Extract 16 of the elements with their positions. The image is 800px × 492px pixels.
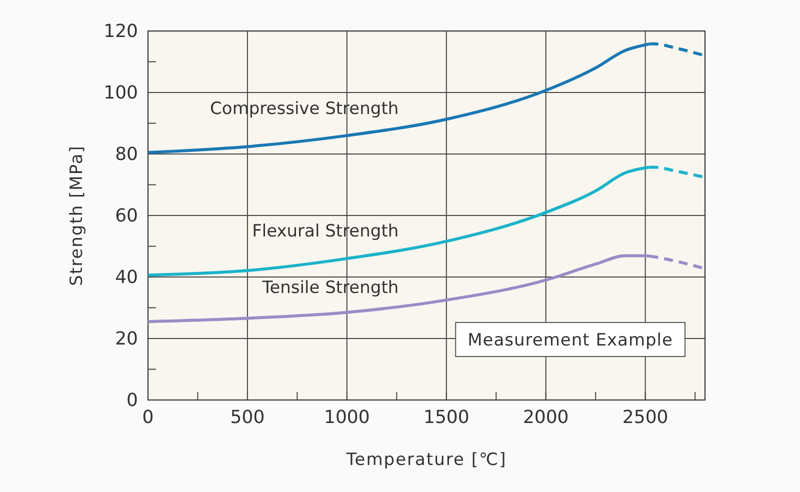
- x-tick-label: 2000: [522, 406, 569, 428]
- x-tick-label: 2500: [622, 406, 668, 428]
- y-tick-label: 20: [115, 328, 138, 350]
- y-tick-label: 100: [104, 82, 138, 104]
- x-tick-label: 500: [230, 406, 265, 428]
- x-tick-label: 0: [142, 406, 154, 428]
- x-tick-label: 1500: [423, 406, 470, 428]
- y-axis-title: Strength [MPa]: [67, 145, 87, 286]
- x-axis-title: Temperature [℃]: [345, 450, 507, 470]
- y-tick-label: 80: [115, 144, 138, 165]
- y-tick-label: 40: [115, 266, 138, 288]
- annotation: Measurement Example: [468, 330, 673, 350]
- y-tick-label: 60: [115, 205, 138, 226]
- x-tick-label: 1000: [324, 406, 370, 428]
- y-tick-label: 120: [104, 20, 138, 42]
- y-tick-label: 0: [126, 390, 138, 411]
